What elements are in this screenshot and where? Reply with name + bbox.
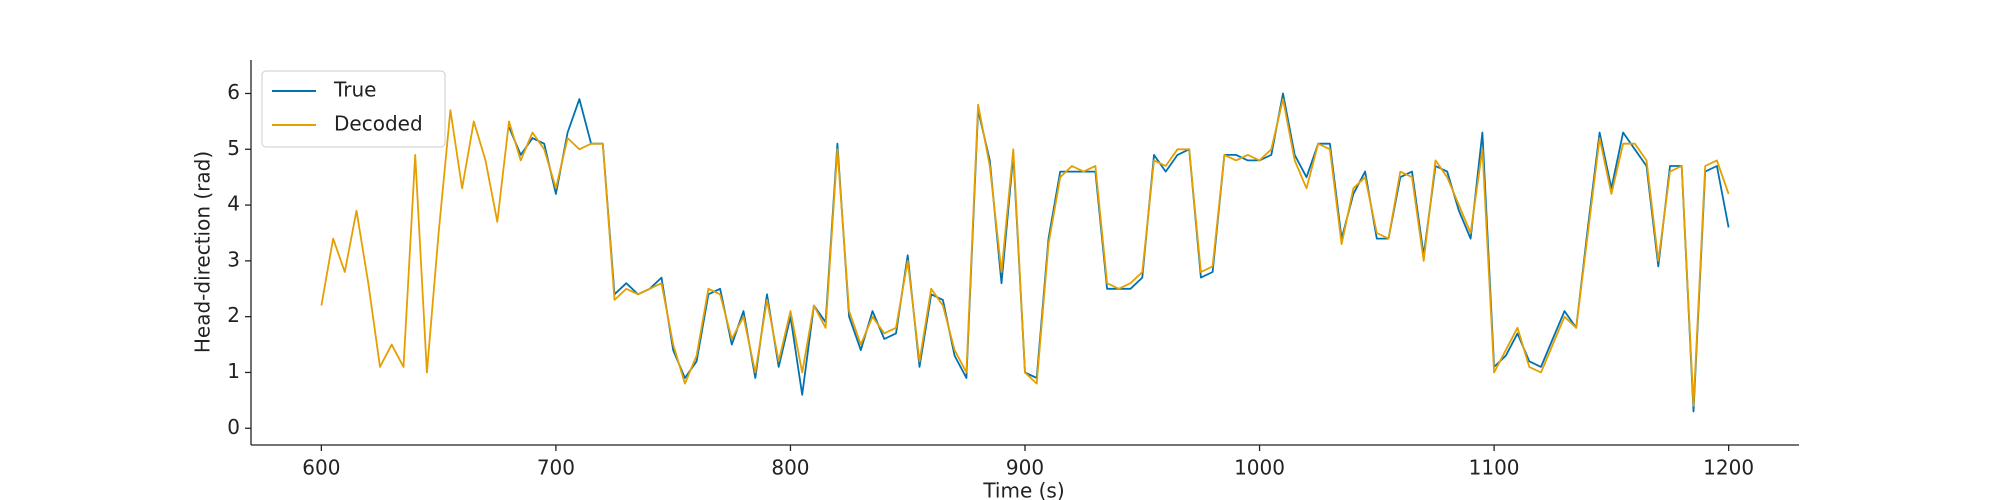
y-tick-label: 1 [227,359,240,383]
y-tick-label: 5 [227,136,240,160]
legend-label: Decoded [334,112,423,136]
y-tick-label: 4 [227,192,240,216]
y-tick-label: 6 [227,80,240,104]
x-tick-label: 1200 [1703,456,1754,480]
y-axis-label: Head-direction (rad) [191,151,215,353]
x-tick-label: 1100 [1469,456,1520,480]
x-tick-label: 600 [302,456,340,480]
legend-label: True [333,78,376,102]
y-tick-label: 3 [227,247,240,271]
x-tick-label: 900 [1006,456,1044,480]
series-line [320,98,1730,407]
y-tick-label: 0 [227,415,240,439]
x-axis-label: Time (s) [982,479,1064,500]
series-line [508,92,1730,413]
y-tick-label: 2 [227,303,240,327]
x-tick-label: 700 [537,456,575,480]
x-tick-label: 800 [771,456,809,480]
x-tick-label: 1000 [1234,456,1285,480]
